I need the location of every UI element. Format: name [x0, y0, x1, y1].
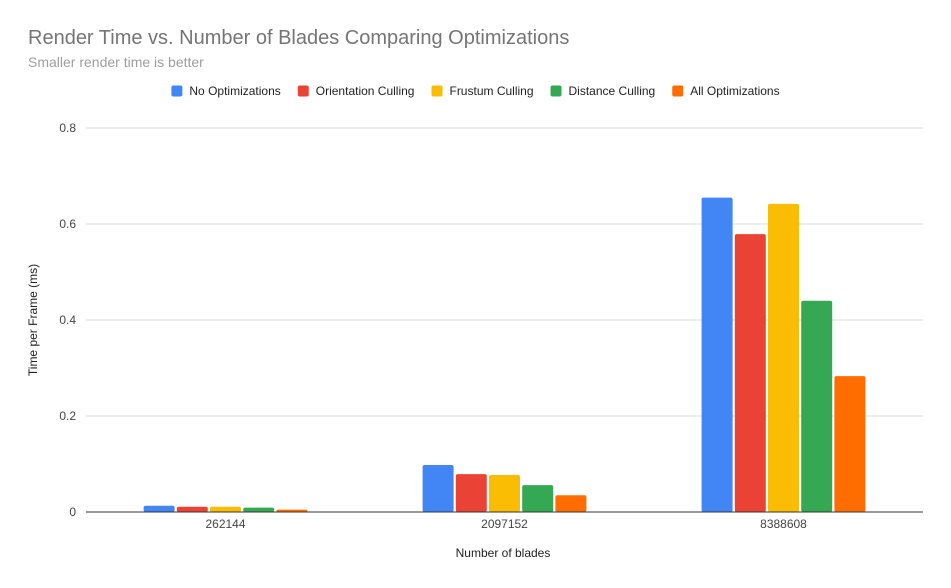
bar-frustum-culling-8388608	[768, 203, 799, 512]
legend-item: No Optimizations	[171, 84, 281, 98]
legend-label: Orientation Culling	[316, 84, 415, 98]
y-tick-label: 0	[69, 505, 76, 519]
legend-swatch	[672, 85, 684, 97]
bar-all-optimizations-262144	[276, 509, 308, 512]
legend-item: Frustum Culling	[431, 84, 534, 98]
x-tick-label: 262144	[205, 517, 245, 531]
bar-no-optimizations-8388608	[701, 197, 733, 512]
legend-label: No Optimizations	[189, 84, 280, 98]
y-axis-label: Time per Frame (ms)	[26, 264, 40, 376]
bar-frustum-culling-262144	[210, 506, 241, 512]
bars	[143, 197, 866, 512]
legend-item: All Optimizations	[672, 84, 780, 98]
legend-label: Distance Culling	[569, 84, 656, 98]
bar-all-optimizations-8388608	[834, 376, 866, 512]
y-tick-label: 0.2	[59, 409, 76, 423]
bar-distance-culling-262144	[243, 507, 275, 512]
legend-swatch	[431, 85, 443, 97]
bar-frustum-culling-2097152	[489, 475, 520, 512]
legend-item: Distance Culling	[550, 84, 656, 98]
bar-distance-culling-8388608	[801, 300, 833, 512]
y-tick-label: 0.4	[59, 313, 76, 327]
chart-title: Render Time vs. Number of Blades Compari…	[28, 27, 569, 49]
x-tick-label: 8388608	[760, 517, 807, 531]
y-tick-label: 0.6	[59, 217, 76, 231]
legend-swatch	[550, 85, 562, 97]
chart-subtitle: Smaller render time is better	[28, 54, 204, 70]
legend-item: Orientation Culling	[297, 84, 415, 98]
bar-distance-culling-2097152	[522, 485, 554, 512]
legend-swatch	[171, 85, 183, 97]
bar-all-optimizations-2097152	[555, 495, 587, 512]
bar-no-optimizations-262144	[143, 505, 175, 512]
bar-orientation-culling-8388608	[734, 234, 766, 512]
bar-orientation-culling-262144	[176, 506, 208, 512]
x-tick-label: 2097152	[481, 517, 528, 531]
x-axis-ticks: 262144 2097152 8388608	[205, 517, 807, 531]
legend-label: All Optimizations	[690, 84, 779, 98]
legend-label: Frustum Culling	[449, 84, 533, 98]
legend-swatch	[297, 85, 309, 97]
legend: No Optimizations Orientation Culling Frust…	[171, 84, 780, 98]
bar-no-optimizations-2097152	[422, 464, 454, 512]
y-tick-label: 0.8	[59, 121, 76, 135]
x-axis-label: Number of blades	[456, 546, 551, 560]
bar-orientation-culling-2097152	[455, 474, 487, 512]
y-axis-ticks: 0 0.2 0.4 0.6 0.8	[59, 121, 76, 519]
